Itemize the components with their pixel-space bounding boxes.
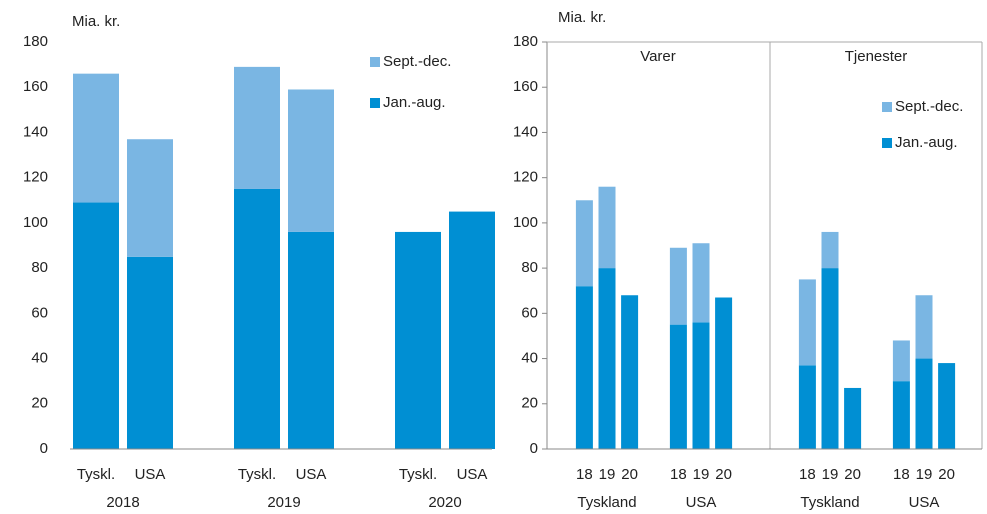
y-tick-label: 160 xyxy=(513,78,538,95)
bar-segment xyxy=(692,243,710,323)
x-tick-label: USA xyxy=(457,466,488,483)
y-tick-label: 160 xyxy=(23,78,48,95)
x-tick-label: 18 xyxy=(893,466,910,483)
bar-segment xyxy=(395,231,441,449)
legend-label: Sept.-dec. xyxy=(383,53,451,70)
bar-segment xyxy=(915,295,933,359)
x-tick-label: 19 xyxy=(693,466,710,483)
group-label: USA xyxy=(686,494,717,511)
x-tick-label: USA xyxy=(296,466,327,483)
bar-segment xyxy=(915,358,933,449)
bar-segment xyxy=(288,231,334,449)
x-tick-label: 20 xyxy=(844,466,861,483)
bar-segment xyxy=(821,231,839,269)
bar-segment xyxy=(73,202,119,449)
bar-segment xyxy=(127,256,173,449)
bar-segment xyxy=(598,268,616,449)
bar-segment xyxy=(798,279,816,366)
y-tick-label: 140 xyxy=(23,123,48,140)
bar-segment xyxy=(598,186,616,269)
x-tick-label: 20 xyxy=(938,466,955,483)
legend-swatch xyxy=(370,57,380,67)
y-tick-label: 120 xyxy=(513,169,538,186)
bar-segment xyxy=(938,363,956,449)
legend-swatch xyxy=(882,102,892,112)
bar-segment xyxy=(234,66,280,189)
bar-segment xyxy=(798,365,816,449)
bar-segment xyxy=(821,268,839,449)
x-tick-label: 18 xyxy=(799,466,816,483)
x-tick-label: 18 xyxy=(670,466,687,483)
bar-segment xyxy=(621,295,639,449)
group-label: Tyskland xyxy=(800,494,859,511)
legend-label: Sept.-dec. xyxy=(895,98,963,115)
legend-label: Jan.-aug. xyxy=(895,134,958,151)
group-label: 2019 xyxy=(267,494,300,511)
y-tick-label: 120 xyxy=(23,169,48,186)
y-tick-label: 100 xyxy=(513,214,538,231)
y-tick-label: 40 xyxy=(31,350,48,367)
legend-swatch xyxy=(370,98,380,108)
legend-swatch xyxy=(882,138,892,148)
x-tick-label: Tyskl. xyxy=(238,466,276,483)
group-label: USA xyxy=(909,494,940,511)
y-tick-label: 20 xyxy=(31,395,48,412)
x-tick-label: 19 xyxy=(599,466,616,483)
bar-segment xyxy=(127,139,173,257)
group-label: 2020 xyxy=(428,494,461,511)
bar-segment xyxy=(844,387,862,449)
bar-segment xyxy=(892,340,910,382)
panel-label: Varer xyxy=(640,48,676,65)
y-tick-label: 60 xyxy=(31,304,48,321)
bar-segment xyxy=(449,211,495,449)
y-tick-label: 100 xyxy=(23,214,48,231)
bar-segment xyxy=(575,286,593,449)
x-tick-label: USA xyxy=(135,466,166,483)
bar-segment xyxy=(669,247,687,325)
bar-segment xyxy=(669,324,687,449)
x-tick-label: Tyskl. xyxy=(399,466,437,483)
group-label: Tyskland xyxy=(577,494,636,511)
y-tick-label: 40 xyxy=(521,350,538,367)
bar-segment xyxy=(575,200,593,287)
bar-segment xyxy=(234,188,280,449)
legend-label: Jan.-aug. xyxy=(383,94,446,111)
bar-segment xyxy=(73,73,119,203)
panel-label: Tjenester xyxy=(845,48,908,65)
bar-segment xyxy=(288,89,334,232)
y-tick-label: 180 xyxy=(23,33,48,50)
x-tick-label: 18 xyxy=(576,466,593,483)
y-tick-label: 180 xyxy=(513,33,538,50)
y-tick-label: 0 xyxy=(40,440,48,457)
bar-segment xyxy=(692,322,710,449)
y-tick-label: 0 xyxy=(530,440,538,457)
y-tick-label: 80 xyxy=(521,259,538,276)
x-tick-label: 19 xyxy=(916,466,933,483)
y-axis-label: Mia. kr. xyxy=(72,13,120,30)
group-label: 2018 xyxy=(106,494,139,511)
y-tick-label: 60 xyxy=(521,304,538,321)
bar-segment xyxy=(892,381,910,449)
x-tick-label: Tyskl. xyxy=(77,466,115,483)
y-tick-label: 80 xyxy=(31,259,48,276)
bar-segment xyxy=(715,297,733,449)
y-tick-label: 140 xyxy=(513,123,538,140)
x-tick-label: 20 xyxy=(715,466,732,483)
x-tick-label: 20 xyxy=(621,466,638,483)
y-axis-label: Mia. kr. xyxy=(558,9,606,26)
x-tick-label: 19 xyxy=(822,466,839,483)
y-tick-label: 20 xyxy=(521,395,538,412)
